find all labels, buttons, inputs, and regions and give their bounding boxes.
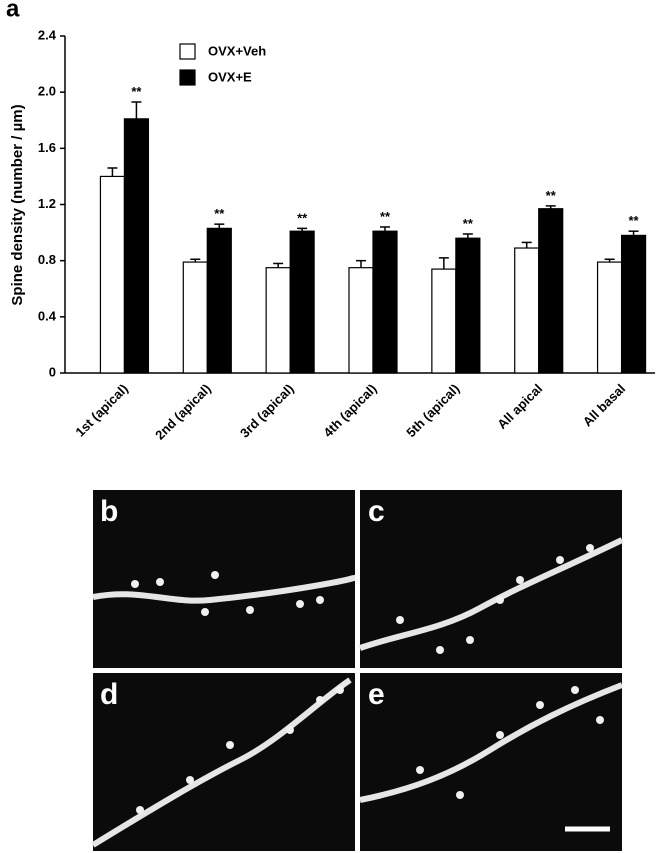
bar: [123, 118, 150, 374]
x-tick-label: 1st (apical): [72, 381, 131, 440]
dendrite: [359, 682, 624, 803]
legend-swatch: [179, 69, 196, 86]
bar: [596, 261, 623, 374]
dendrite: [91, 677, 352, 848]
spines: [131, 544, 604, 814]
y-tick-label: 0.8: [38, 252, 56, 267]
y-tick-label: 0.4: [38, 308, 57, 323]
bar: [455, 237, 481, 374]
bar: [265, 267, 291, 374]
y-tick-label: 2.4: [38, 27, 57, 42]
x-tick-label: All apical: [494, 381, 545, 432]
legend-label: OVX+E: [208, 69, 252, 84]
significance: **: [297, 210, 308, 225]
y-tick-label: 0: [49, 364, 56, 379]
micrograph: [360, 490, 622, 668]
bar: [99, 175, 126, 374]
significance: **: [463, 216, 474, 231]
bar: [289, 230, 315, 374]
significance: **: [131, 84, 142, 99]
micrograph: [93, 490, 355, 668]
bar: [431, 268, 457, 374]
bar: [372, 230, 398, 374]
y-axis-label: Spine density (number / µm): [9, 104, 26, 305]
significance: **: [214, 206, 225, 221]
y-tick-label: 1.2: [38, 196, 56, 211]
dendrite: [359, 537, 624, 651]
x-tick-label: 5th (apical): [403, 381, 462, 440]
x-tick-label: 3rd (apical): [237, 381, 297, 441]
panel-label: e: [368, 678, 385, 711]
y-tick-label: 1.6: [38, 140, 56, 155]
panel-label: b: [100, 495, 118, 528]
bar: [538, 208, 564, 374]
legend-swatch: [179, 43, 196, 60]
legend-label: OVX+Veh: [208, 43, 266, 58]
significance: **: [380, 209, 391, 224]
significance: **: [546, 188, 557, 203]
panel-label: d: [100, 678, 118, 711]
bar: [348, 267, 374, 374]
panel-label: c: [368, 495, 385, 528]
y-tick-label: 2.0: [38, 84, 56, 99]
bar: [620, 234, 647, 374]
x-tick-label: 4th (apical): [320, 381, 379, 440]
x-tick-label: 2nd (apical): [152, 381, 214, 443]
dendrite: [92, 575, 356, 604]
bar: [514, 247, 540, 374]
panel-label: a: [6, 0, 20, 22]
bar: [182, 261, 208, 374]
x-tick-label: All basal: [580, 381, 628, 429]
micrographs: b c d e: [91, 490, 624, 851]
significance: **: [629, 213, 640, 228]
bar: [206, 227, 232, 374]
